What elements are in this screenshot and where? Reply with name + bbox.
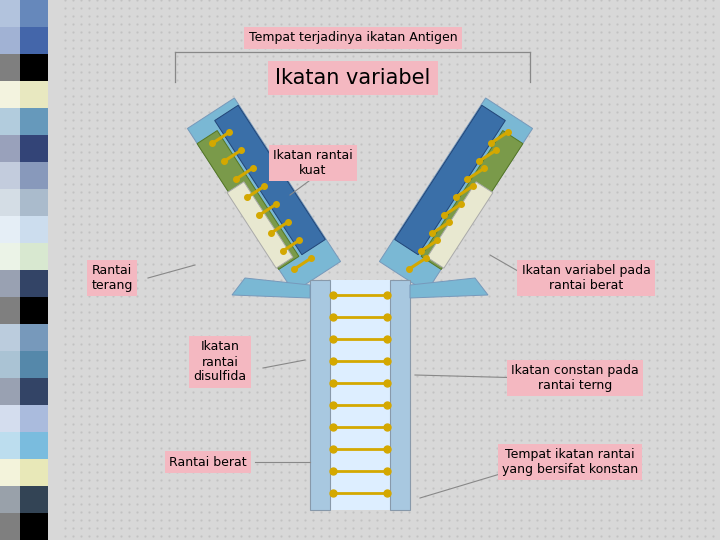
Polygon shape [427, 182, 493, 268]
Bar [0, 270, 48, 297]
Bar [0, 0, 20, 540]
Text: Ikatan variabel: Ikatan variabel [275, 68, 431, 88]
Text: Ikatan variabel pada
rantai berat: Ikatan variabel pada rantai berat [521, 264, 650, 292]
Text: Ikatan rantai
kuat: Ikatan rantai kuat [273, 149, 353, 177]
Bar [0, 513, 48, 540]
Text: Ikatan
rantai
disulfida: Ikatan rantai disulfida [194, 341, 246, 383]
Bar [330, 280, 390, 510]
Polygon shape [187, 98, 341, 292]
Bar [310, 280, 330, 510]
Polygon shape [410, 278, 488, 298]
Bar [0, 378, 48, 405]
Bar [0, 0, 48, 27]
Polygon shape [232, 278, 310, 298]
Bar [390, 280, 410, 510]
Polygon shape [227, 182, 293, 268]
Bar [0, 81, 48, 108]
Text: Tempat ikatan rantai
yang bersifat konstan: Tempat ikatan rantai yang bersifat konst… [502, 448, 638, 476]
Text: Rantai
terang: Rantai terang [91, 264, 132, 292]
Text: Ikatan constan pada
rantai terng: Ikatan constan pada rantai terng [511, 364, 639, 392]
Bar [0, 189, 48, 216]
Text: Rantai berat: Rantai berat [169, 456, 247, 469]
Polygon shape [379, 98, 533, 292]
Polygon shape [197, 131, 299, 269]
Bar [0, 405, 48, 432]
Polygon shape [395, 105, 505, 255]
Bar [0, 297, 48, 324]
Text: Tempat terjadinya ikatan Antigen: Tempat terjadinya ikatan Antigen [248, 31, 457, 44]
Bar [0, 108, 48, 135]
Bar [0, 351, 48, 378]
Bar [0, 486, 48, 513]
Bar [0, 54, 48, 81]
Bar [0, 459, 48, 486]
Bar [0, 432, 48, 459]
Bar [0, 243, 48, 270]
Bar [0, 324, 48, 351]
Bar [0, 162, 48, 189]
Bar [0, 27, 48, 54]
Polygon shape [421, 131, 523, 269]
Bar [0, 135, 48, 162]
Polygon shape [215, 105, 325, 255]
Bar [0, 216, 48, 243]
